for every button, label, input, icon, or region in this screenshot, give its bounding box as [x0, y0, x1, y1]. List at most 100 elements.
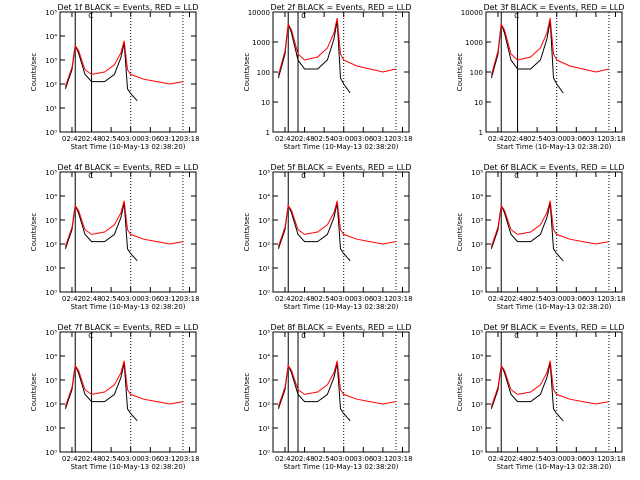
x-tick-label: 02:42 [488, 295, 508, 303]
lld-series-line [277, 17, 397, 76]
x-tick-label: 02:48 [507, 135, 527, 143]
y-tick-label: 10⁵ [45, 329, 57, 337]
x-tick-label: 02:48 [81, 295, 101, 303]
x-tick-label: 03:12 [373, 295, 393, 303]
x-axis-label: Start Time (10-May-13 02:38:20) [496, 303, 611, 311]
x-tick-label: 02:42 [275, 295, 295, 303]
y-tick-label: 10³ [471, 217, 483, 225]
panel-title: Det 6f BLACK = Events, RED = LLD [483, 163, 624, 172]
top-marker: C [514, 332, 519, 340]
x-tick-label: 03:00 [121, 455, 141, 463]
y-tick-label: 10² [258, 241, 270, 249]
x-tick-label: 03:06 [140, 135, 161, 143]
events-series-line [277, 20, 351, 94]
y-axis-label: Counts/sec [456, 53, 464, 92]
y-tick-label: 1 [266, 129, 270, 137]
events-series-line [277, 203, 351, 262]
y-tick-label: 10⁴ [258, 353, 270, 361]
top-marker: C [88, 12, 93, 20]
y-tick-label: 10² [45, 241, 57, 249]
x-tick-label: 02:48 [507, 295, 527, 303]
x-tick-label: 03:18 [392, 135, 412, 143]
plot-frame [485, 11, 623, 133]
top-marker: C [88, 172, 93, 180]
x-tick-label: 03:06 [566, 135, 587, 143]
x-tick-label: 02:42 [62, 295, 82, 303]
lld-series-line [490, 200, 609, 247]
x-tick-label: 03:06 [353, 455, 374, 463]
y-tick-label: 10⁵ [471, 329, 483, 337]
y-tick-label: 10¹ [258, 425, 270, 433]
y-tick-label: 10000 [461, 9, 483, 17]
y-tick-label: 10⁰ [258, 449, 270, 457]
x-tick-label: 03:12 [586, 135, 606, 143]
x-axis-label: Start Time (10-May-13 02:38:20) [283, 303, 398, 311]
x-tick-label: 03:00 [547, 135, 567, 143]
x-tick-label: 02:54 [314, 135, 335, 143]
y-tick-label: 10⁴ [45, 193, 57, 201]
x-tick-label: 03:18 [392, 295, 412, 303]
x-axis-label: Start Time (10-May-13 02:38:20) [70, 303, 185, 311]
events-series-line [277, 363, 351, 422]
y-tick-label: 100 [257, 69, 270, 77]
y-tick-label: 10² [45, 81, 57, 89]
y-tick-label: 10⁰ [45, 129, 57, 137]
panel-title: Det 7f BLACK = Events, RED = LLD [57, 323, 198, 332]
y-tick-label: 1 [479, 129, 483, 137]
x-tick-label: 02:48 [507, 455, 527, 463]
y-tick-label: 10⁰ [45, 289, 57, 297]
x-axis-label: Start Time (10-May-13 02:38:20) [496, 143, 611, 151]
lld-series-line [277, 200, 396, 247]
x-axis-label: Start Time (10-May-13 02:38:20) [283, 463, 398, 471]
events-series-line [64, 363, 138, 422]
x-tick-label: 02:42 [62, 135, 82, 143]
x-tick-label: 02:48 [294, 135, 314, 143]
y-tick-label: 1000 [252, 39, 270, 47]
plot-frame [59, 331, 197, 453]
top-marker: C [514, 172, 519, 180]
y-tick-label: 10¹ [471, 265, 483, 273]
x-tick-label: 03:12 [160, 455, 180, 463]
y-tick-label: 10⁴ [45, 353, 57, 361]
x-tick-label: 02:42 [62, 455, 82, 463]
y-tick-label: 10³ [471, 377, 483, 385]
x-tick-label: 02:54 [101, 295, 122, 303]
plot-frame [59, 11, 197, 133]
y-tick-label: 10² [45, 401, 57, 409]
top-marker: C [301, 12, 306, 20]
x-tick-label: 03:06 [353, 135, 374, 143]
panel-title: Det 1f BLACK = Events, RED = LLD [57, 3, 198, 12]
x-tick-label: 03:18 [605, 295, 625, 303]
x-tick-label: 03:18 [392, 455, 412, 463]
events-series-line [64, 203, 138, 262]
y-tick-label: 10⁵ [45, 169, 57, 177]
events-series-line [490, 363, 564, 422]
y-tick-label: 10³ [45, 377, 57, 385]
lld-series-line [64, 360, 183, 407]
panel-title: Det 2f BLACK = Events, RED = LLD [270, 3, 411, 12]
x-tick-label: 02:42 [275, 135, 295, 143]
y-tick-label: 1000 [465, 39, 483, 47]
x-tick-label: 03:12 [160, 135, 180, 143]
y-tick-label: 10⁵ [45, 9, 57, 17]
y-tick-label: 10¹ [471, 425, 483, 433]
x-tick-label: 03:12 [373, 455, 393, 463]
x-tick-label: 03:18 [179, 135, 199, 143]
x-tick-label: 03:12 [373, 135, 393, 143]
x-tick-label: 02:54 [101, 135, 122, 143]
y-tick-label: 10³ [45, 217, 57, 225]
x-axis-label: Start Time (10-May-13 02:38:20) [496, 463, 611, 471]
y-tick-label: 10⁰ [45, 449, 57, 457]
plot-frame [272, 331, 410, 453]
panel-title: Det 9f BLACK = Events, RED = LLD [483, 323, 624, 332]
y-axis-label: Counts/sec [456, 373, 464, 412]
x-tick-label: 02:48 [294, 295, 314, 303]
x-tick-label: 03:00 [334, 455, 354, 463]
plot-frame [272, 11, 410, 133]
x-tick-label: 03:18 [179, 455, 199, 463]
y-tick-label: 10¹ [258, 265, 270, 273]
x-tick-label: 03:06 [353, 295, 374, 303]
x-axis-label: Start Time (10-May-13 02:38:20) [70, 463, 185, 471]
